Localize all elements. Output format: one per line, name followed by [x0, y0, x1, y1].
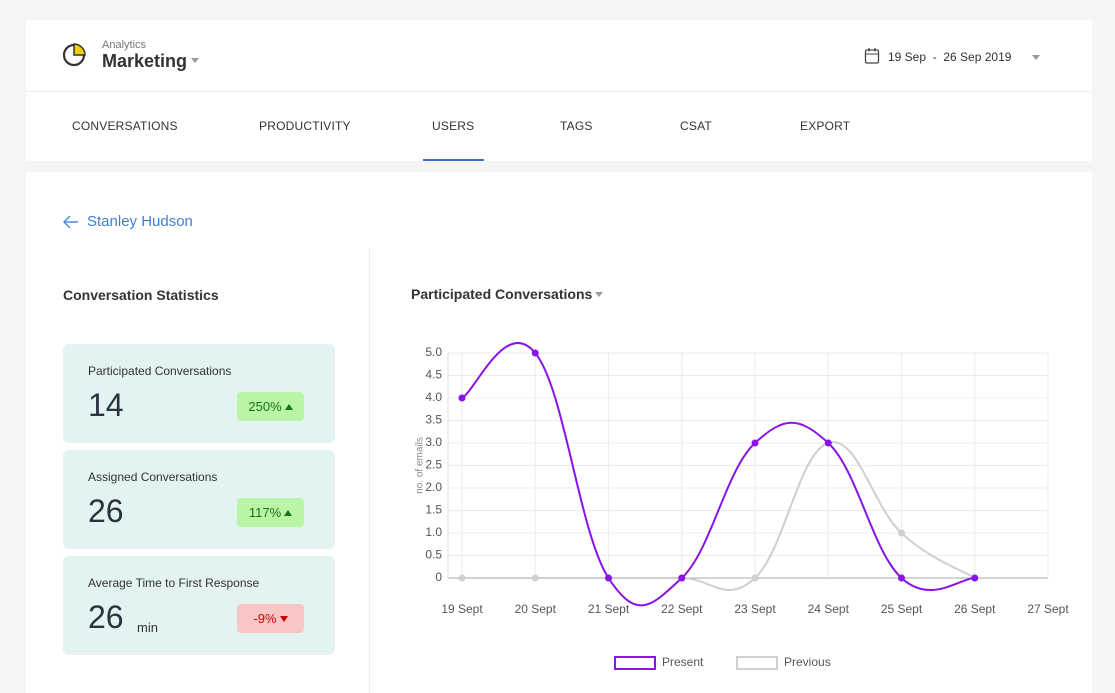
y-tick-label: 0	[435, 570, 442, 584]
tab[interactable]: CONVERSATIONS	[72, 119, 178, 133]
legend-label: Present	[662, 655, 704, 669]
change-text: 117%	[248, 505, 282, 520]
tab[interactable]: EXPORT	[800, 119, 851, 133]
data-point	[824, 439, 832, 447]
y-tick-label: 5.0	[425, 345, 442, 359]
x-tick-label: 27 Sept	[1027, 602, 1069, 616]
y-tick-label: 1.5	[425, 503, 442, 517]
stat-card: Assigned Conversations 26 117%	[63, 450, 335, 549]
stat-value: 14	[88, 387, 124, 423]
data-point	[678, 574, 686, 582]
x-tick-label: 19 Sept	[441, 602, 483, 616]
x-tick-label: 24 Sept	[808, 602, 850, 616]
data-point	[531, 574, 539, 582]
tab[interactable]: TAGS	[560, 119, 593, 133]
legend-swatch	[614, 656, 656, 670]
y-axis-label: no. of emails	[415, 437, 426, 494]
y-tick-label: 2.0	[425, 480, 442, 494]
stat-change: 117%	[237, 498, 304, 527]
stat-unit: min	[137, 620, 158, 635]
legend-swatch	[736, 656, 778, 670]
stat-label: Average Time to First Response	[88, 576, 260, 590]
stat-change: -9%	[237, 604, 304, 633]
active-tab-indicator	[423, 159, 484, 161]
series-line	[461, 342, 975, 607]
stats-title: Conversation Statistics	[63, 287, 219, 303]
stat-card: Average Time to First Response 26 min -9…	[63, 556, 335, 655]
header-title[interactable]: Marketing	[102, 51, 188, 71]
data-point	[971, 574, 979, 582]
change-text: -9%	[253, 611, 277, 626]
chart: 0 0.5 1.0 1.5 2.0 2.5 3.0 3.5 4.0 4.5 5.0 19 Sept 20…	[415, 342, 1069, 670]
chart-title[interactable]: Participated Conversations	[411, 286, 593, 302]
dropdown-caret[interactable]	[191, 58, 199, 67]
date-caret[interactable]	[1032, 55, 1040, 64]
y-tick-label: 2.5	[425, 458, 442, 472]
data-point	[458, 394, 466, 402]
y-tick-label: 3.0	[425, 435, 442, 449]
date-range[interactable]: 19 Sep - 26 Sep 2019	[888, 50, 1012, 64]
series-line	[462, 441, 976, 591]
y-tick-label: 3.5	[425, 413, 442, 427]
data-point	[751, 574, 759, 582]
stat-change: 250%	[237, 392, 304, 421]
logo-icon	[62, 43, 86, 67]
divider	[369, 248, 370, 693]
stat-label: Participated Conversations	[88, 364, 232, 378]
change-text: 250%	[248, 399, 282, 414]
legend-label: Previous	[784, 655, 831, 669]
data-point	[458, 574, 466, 582]
y-tick-label: 0.5	[425, 548, 442, 562]
data-point	[898, 529, 905, 537]
tab[interactable]: PRODUCTIVITY	[259, 119, 351, 133]
data-point	[531, 349, 539, 357]
tab[interactable]: CSAT	[680, 119, 712, 133]
back-link[interactable]: Stanley Hudson	[87, 213, 193, 230]
back-arrow[interactable]	[62, 214, 80, 230]
x-tick-label: 22 Sept	[661, 602, 703, 616]
x-tick-label: 25 Sept	[881, 602, 923, 616]
y-tick-label: 4.0	[425, 390, 442, 404]
data-point	[898, 574, 905, 582]
calendar-icon	[864, 48, 880, 64]
stat-label: Assigned Conversations	[88, 470, 218, 484]
separator	[26, 91, 1092, 92]
header-card	[26, 20, 1092, 161]
y-tick-label: 4.5	[425, 368, 442, 382]
stat-card: Participated Conversations 14 250%	[63, 344, 335, 443]
data-point	[605, 574, 612, 582]
stat-value: 26	[88, 599, 124, 635]
x-tick-label: 26 Sept	[954, 602, 996, 616]
x-tick-label: 20 Sept	[515, 602, 557, 616]
y-tick-label: 1.0	[425, 525, 442, 539]
header-subtitle: Analytics	[102, 39, 147, 51]
tab[interactable]: USERS	[432, 119, 475, 133]
x-tick-label: 23 Sept	[734, 602, 776, 616]
data-point	[751, 439, 759, 447]
x-tick-label: 21 Sept	[588, 602, 630, 616]
chart-caret[interactable]	[595, 292, 603, 301]
stat-value: 26	[88, 493, 124, 529]
